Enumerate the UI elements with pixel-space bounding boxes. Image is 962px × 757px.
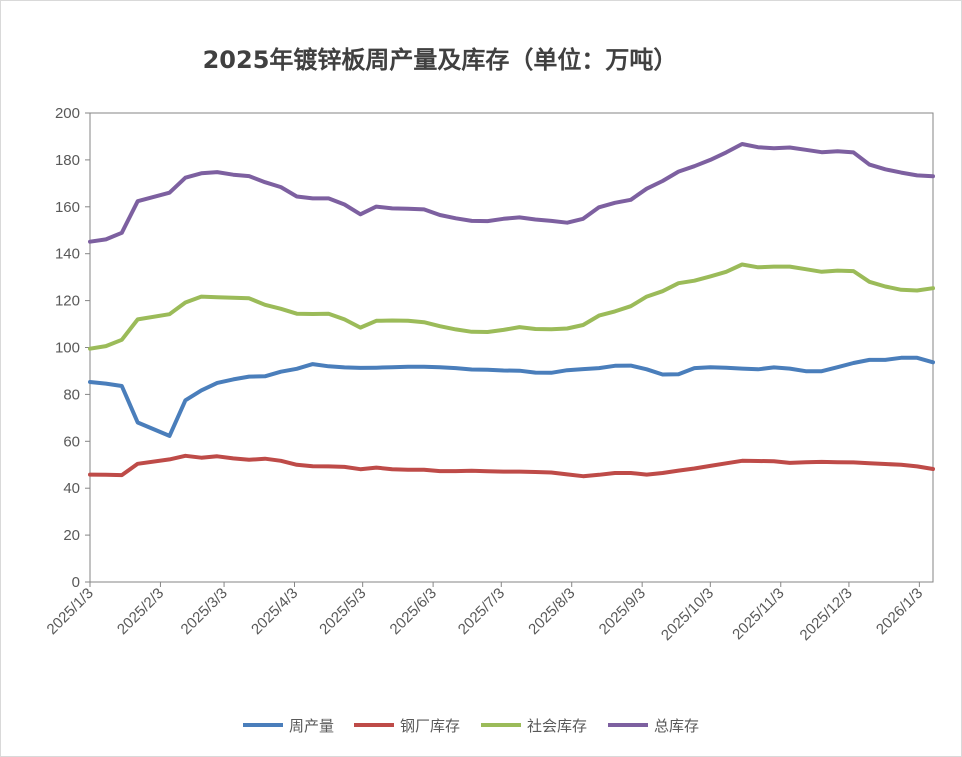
y-tick-label: 200 — [55, 105, 80, 122]
x-tick-label: 2025/1/3 — [44, 585, 97, 638]
x-tick-label: 2025/8/3 — [525, 585, 578, 638]
x-tick-label: 2025/4/3 — [248, 585, 301, 638]
series-line-4 — [88, 142, 935, 244]
chart-title: 2025年镀锌板周产量及库存（单位：万吨） — [202, 46, 678, 74]
y-tick-label: 0 — [72, 574, 80, 591]
plot-area — [89, 112, 934, 583]
y-tick-label: 120 — [55, 293, 80, 310]
y-tick-label: 160 — [55, 199, 80, 216]
x-tick-label: 2025/5/3 — [316, 585, 369, 638]
series-line-2 — [88, 453, 935, 479]
series-line-3 — [88, 262, 935, 351]
y-tick-label: 180 — [55, 152, 80, 169]
x-tick-label: 2026/1/3 — [873, 585, 926, 638]
y-tick-label: 40 — [63, 480, 80, 497]
legend-label-4: 总库存 — [654, 717, 699, 735]
series-line-1 — [88, 355, 935, 438]
x-tick-label: 2025/12/3 — [797, 585, 856, 644]
x-tick-label: 2025/7/3 — [455, 585, 508, 638]
y-tick-label: 140 — [55, 246, 80, 263]
legend-label-3: 社会库存 — [527, 717, 587, 735]
x-tick-label: 2025/11/3 — [729, 585, 787, 643]
y-tick-label: 20 — [63, 527, 80, 544]
x-tick-label: 2025/6/3 — [387, 585, 440, 638]
legend-label-2: 钢厂库存 — [400, 717, 460, 735]
x-tick-label: 2025/2/3 — [114, 585, 167, 638]
legend-label-1: 周产量 — [289, 717, 334, 735]
y-tick-label: 100 — [55, 340, 80, 357]
y-tick-label: 80 — [63, 386, 80, 403]
y-tick-label: 60 — [63, 433, 80, 450]
x-tick-label: 2025/10/3 — [658, 585, 717, 644]
x-tick-label: 2025/3/3 — [178, 585, 231, 638]
x-tick-label: 2025/9/3 — [596, 585, 649, 638]
